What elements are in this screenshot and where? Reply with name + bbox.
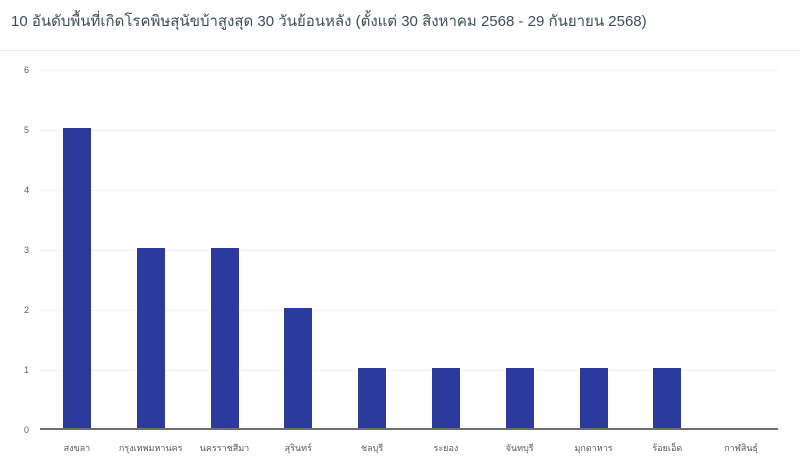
- y-tick-label: 4: [23, 185, 29, 195]
- x-tick-label: สุรินทร์: [284, 443, 312, 453]
- gridline: [40, 250, 778, 251]
- bar[interactable]: [505, 368, 534, 428]
- bar[interactable]: [358, 368, 387, 428]
- y-tick-label: 3: [23, 245, 29, 255]
- x-tick-label: จันทบุรี: [505, 443, 534, 453]
- x-tick-label: ร้อยเอ็ด: [652, 443, 683, 453]
- y-tick-label: 5: [23, 125, 29, 135]
- title-separator: [0, 50, 800, 51]
- gridline: [40, 310, 778, 311]
- gridline: [40, 190, 778, 191]
- x-tick-label: ระยอง: [433, 443, 459, 453]
- plot-area: [40, 70, 778, 430]
- x-tick-label: นครราชสีมา: [199, 443, 250, 453]
- bar[interactable]: [210, 248, 239, 428]
- bar[interactable]: [579, 368, 608, 428]
- bar[interactable]: [284, 308, 313, 428]
- gridline: [40, 70, 778, 71]
- y-axis-labels: 0 1 2 3 4 5 6: [0, 65, 29, 435]
- bar[interactable]: [62, 128, 91, 428]
- gridline: [40, 130, 778, 131]
- gridline: [40, 370, 778, 371]
- x-tick-label: กรุงเทพมหานคร: [118, 443, 183, 453]
- chart-title: 10 อันดับพื้นที่เกิดโรคพิษสุนัขบ้าสูงสุด…: [11, 13, 647, 30]
- y-tick-label: 2: [23, 305, 29, 315]
- bar[interactable]: [653, 368, 682, 428]
- x-tick-label: มุกดาหาร: [574, 443, 613, 453]
- bar[interactable]: [136, 248, 165, 428]
- y-tick-label: 1: [23, 365, 29, 375]
- x-tick-label: กาฬสินธุ์: [724, 443, 758, 453]
- x-axis-labels: สงขลา กรุงเทพมหานคร นครราชสีมา สุรินทร์ ชลบุ…: [40, 441, 778, 457]
- x-tick-label: ชลบุรี: [361, 443, 384, 453]
- x-tick-label: สงขลา: [63, 443, 91, 453]
- y-tick-label: 6: [23, 65, 29, 75]
- y-tick-label: 0: [23, 425, 29, 435]
- bar[interactable]: [431, 368, 460, 428]
